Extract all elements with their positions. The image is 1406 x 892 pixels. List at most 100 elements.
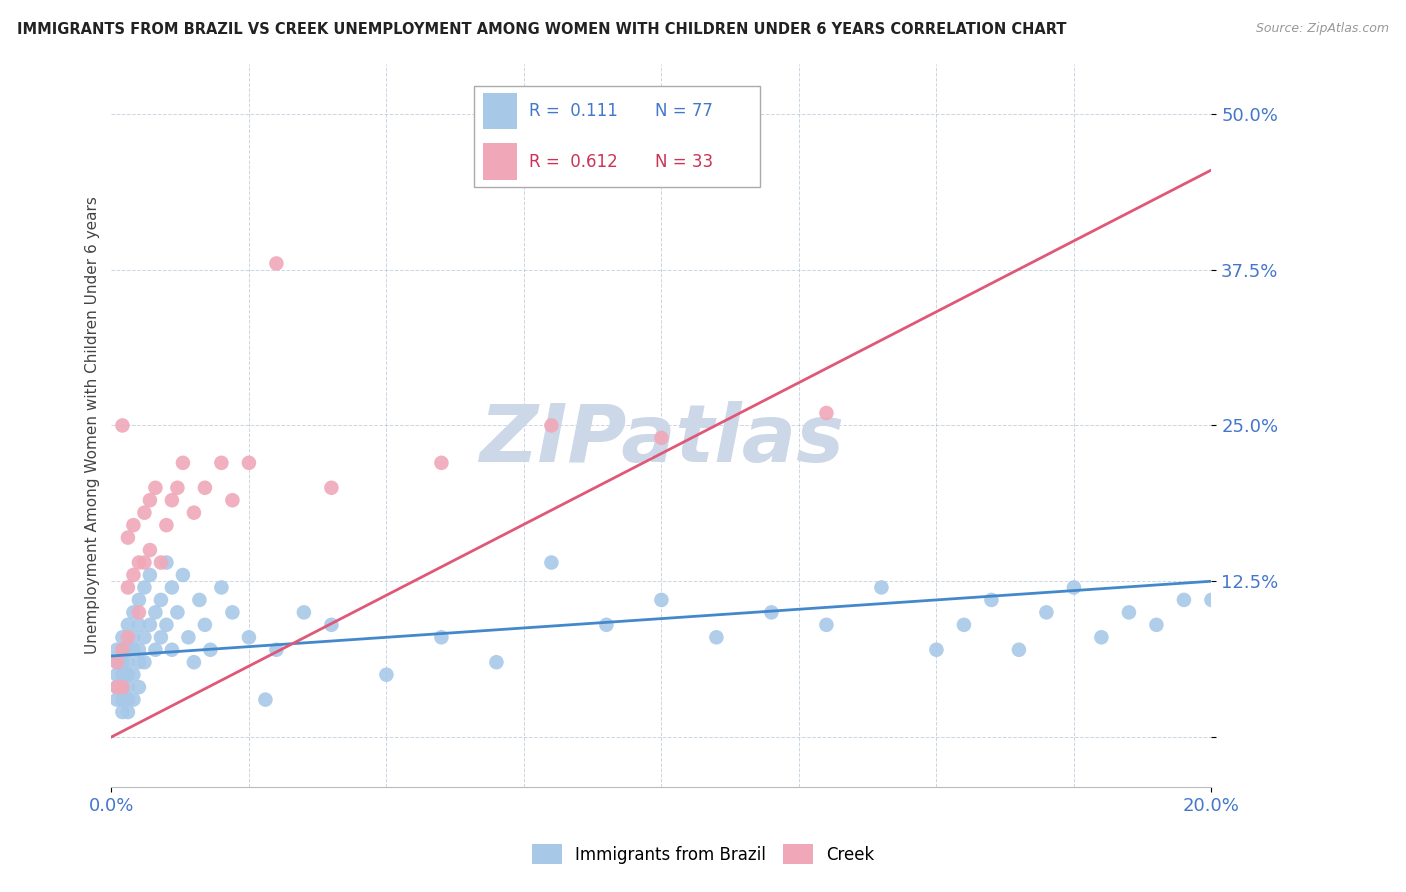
Point [117,705,139,719]
Point [149,593,172,607]
Point [134,630,156,644]
Point [122,630,145,644]
Point [128,556,150,570]
Point [122,667,145,681]
Point [1035,606,1057,620]
Point [111,680,134,694]
Point [321,481,343,495]
Point [128,606,150,620]
Point [540,556,562,570]
Point [177,630,200,644]
Point [111,692,134,706]
Point [1090,630,1112,644]
Point [105,655,128,669]
Point [200,642,222,657]
Point [117,667,139,681]
Point [105,680,128,694]
Point [194,481,217,495]
Point [292,606,315,620]
Point [321,617,343,632]
Point [105,642,128,657]
Point [1173,593,1195,607]
Point [172,456,194,470]
Point [238,456,260,470]
Point [980,593,1002,607]
Point [1118,606,1140,620]
Point [485,655,508,669]
Point [145,481,167,495]
Point [650,431,672,445]
Point [266,642,288,657]
Point [1201,593,1223,607]
Point [266,256,288,270]
Point [117,655,139,669]
Point [139,493,162,508]
Point [650,593,672,607]
Point [122,606,145,620]
Point [139,543,162,558]
Point [111,418,134,433]
Point [430,456,453,470]
Point [111,642,134,657]
Point [105,667,128,681]
Point [221,493,243,508]
Point [111,705,134,719]
Point [122,518,145,533]
Text: ZIPatlas: ZIPatlas [479,401,844,479]
Point [815,617,838,632]
Point [128,680,150,694]
Point [172,568,194,582]
Point [117,630,139,644]
Point [134,581,156,595]
Point [221,606,243,620]
Point [139,617,162,632]
Point [149,630,172,644]
Point [595,617,617,632]
Point [149,556,172,570]
Point [134,556,156,570]
Point [145,606,167,620]
Legend: Immigrants from Brazil, Creek: Immigrants from Brazil, Creek [524,838,882,871]
Point [254,692,277,706]
Point [160,581,183,595]
Point [375,667,398,681]
Point [111,680,134,694]
Point [1008,642,1031,657]
Point [122,692,145,706]
Point [128,642,150,657]
Point [128,655,150,669]
Point [145,642,167,657]
Point [139,568,162,582]
Point [761,606,783,620]
Point [160,642,183,657]
Point [870,581,893,595]
Point [134,655,156,669]
Point [117,692,139,706]
Text: IMMIGRANTS FROM BRAZIL VS CREEK UNEMPLOYMENT AMONG WOMEN WITH CHILDREN UNDER 6 Y: IMMIGRANTS FROM BRAZIL VS CREEK UNEMPLOY… [17,22,1066,37]
Point [238,630,260,644]
Point [155,617,177,632]
Point [953,617,976,632]
Point [160,493,183,508]
Point [1144,617,1167,632]
Point [128,593,150,607]
Point [117,680,139,694]
Point [134,506,156,520]
Point [209,581,232,595]
Point [117,581,139,595]
Point [540,418,562,433]
Point [111,630,134,644]
Point [1063,581,1085,595]
Point [209,456,232,470]
Point [117,642,139,657]
Point [105,655,128,669]
Point [155,518,177,533]
Point [430,630,453,644]
Point [128,617,150,632]
Point [188,593,211,607]
Y-axis label: Unemployment Among Women with Children Under 6 years: Unemployment Among Women with Children U… [86,196,100,655]
Point [105,692,128,706]
Point [122,568,145,582]
Point [183,506,205,520]
Point [815,406,838,420]
